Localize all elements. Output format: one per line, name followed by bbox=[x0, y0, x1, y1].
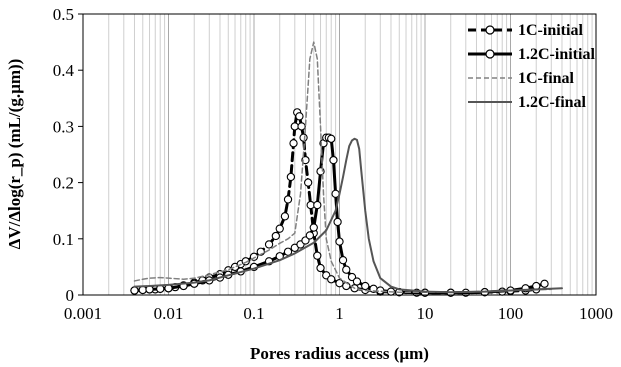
x-tick-label: 10 bbox=[417, 304, 434, 323]
series-layer bbox=[130, 41, 563, 297]
y-tick-label: 0.5 bbox=[53, 5, 74, 24]
data-point bbox=[338, 256, 348, 265]
y-tick-label: 0.4 bbox=[53, 61, 75, 80]
data-point bbox=[316, 263, 325, 273]
data-point bbox=[271, 231, 280, 241]
grid bbox=[82, 14, 593, 295]
tick-labels: 0.001 0.01 0.1 1 10 100 1000 0 0.1 0.2 0.3 0.4 0.5 bbox=[53, 5, 613, 323]
data-point bbox=[304, 178, 313, 187]
x-tick-label: 100 bbox=[498, 304, 524, 323]
x-tick-label: 0.01 bbox=[154, 304, 184, 323]
data-point bbox=[283, 195, 293, 204]
x-tick-label: 1000 bbox=[579, 304, 613, 323]
legend-marker bbox=[485, 25, 495, 35]
y-tick-label: 0.3 bbox=[53, 117, 74, 136]
data-point bbox=[313, 251, 322, 260]
x-axis-title: Pores radius access (µm) bbox=[250, 344, 429, 363]
data-point bbox=[130, 286, 139, 295]
data-point bbox=[138, 285, 147, 295]
data-point bbox=[342, 265, 351, 274]
data-point bbox=[301, 236, 310, 245]
series-1.2C-final bbox=[133, 137, 563, 294]
data-point bbox=[352, 277, 362, 286]
data-point bbox=[327, 134, 336, 143]
y-tick-label: 0.1 bbox=[53, 230, 74, 249]
data-point bbox=[327, 275, 336, 284]
data-point bbox=[283, 247, 293, 256]
y-tick-label: 0 bbox=[66, 286, 75, 305]
x-tick-label: 0.001 bbox=[64, 304, 102, 323]
y-axis-title: ΔV/Δlog(r_p) (mL/(g.µm)) bbox=[5, 59, 24, 250]
data-point bbox=[329, 155, 338, 165]
data-point bbox=[297, 122, 306, 131]
data-point bbox=[301, 155, 310, 165]
series-1C-final bbox=[133, 41, 553, 293]
data-point bbox=[289, 139, 298, 148]
data-point bbox=[280, 212, 290, 221]
data-point bbox=[290, 122, 299, 131]
legend-entry: 1C-final bbox=[468, 70, 575, 87]
data-point bbox=[313, 200, 322, 210]
data-point bbox=[264, 240, 274, 249]
series-line bbox=[133, 137, 563, 294]
data-point bbox=[305, 231, 314, 240]
legend-marker bbox=[485, 49, 495, 59]
legend-entry: 1.2C-initial bbox=[468, 46, 595, 63]
data-point bbox=[540, 279, 549, 288]
plot-frame bbox=[82, 13, 597, 296]
data-point bbox=[333, 217, 342, 227]
legend-entry: 1C-initial bbox=[468, 22, 583, 39]
data-point bbox=[309, 223, 318, 232]
data-point bbox=[295, 112, 304, 121]
legend-label: 1.2C-final bbox=[518, 94, 587, 111]
x-tick-label: 1 bbox=[335, 304, 344, 323]
legend-label: 1.2C-initial bbox=[518, 46, 595, 63]
data-point bbox=[275, 224, 284, 233]
data-point bbox=[286, 172, 296, 182]
legend-entry: 1.2C-final bbox=[468, 94, 587, 111]
y-tick-label: 0.2 bbox=[53, 174, 74, 193]
x-tick-label: 0.1 bbox=[243, 304, 264, 323]
series-line bbox=[133, 41, 553, 293]
data-point bbox=[361, 281, 370, 291]
data-point bbox=[335, 279, 344, 288]
data-point bbox=[347, 272, 357, 282]
data-point bbox=[299, 133, 308, 142]
legend-label: 1C-initial bbox=[518, 22, 583, 39]
legend: 1C-initial 1.2C-initial 1C-final 1.2C-final bbox=[468, 22, 595, 111]
data-point bbox=[335, 237, 344, 246]
legend-label: 1C-final bbox=[518, 70, 575, 87]
